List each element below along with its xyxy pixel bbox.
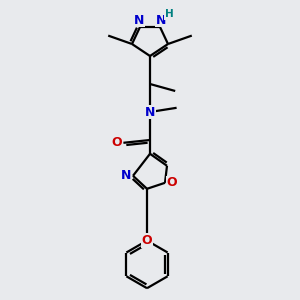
Text: N: N: [145, 106, 155, 118]
Text: N: N: [156, 14, 166, 26]
Text: N: N: [134, 14, 144, 26]
Text: O: O: [111, 136, 122, 149]
Text: H: H: [165, 9, 173, 19]
Text: O: O: [142, 234, 152, 247]
Text: N: N: [121, 169, 131, 182]
Text: O: O: [167, 176, 177, 189]
